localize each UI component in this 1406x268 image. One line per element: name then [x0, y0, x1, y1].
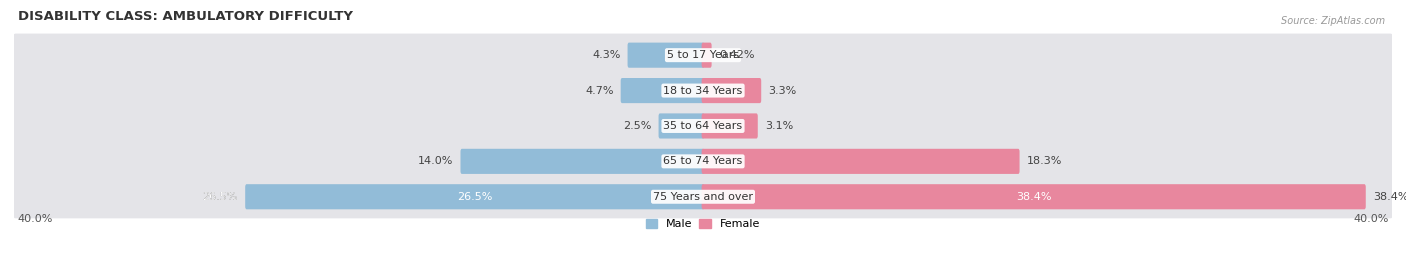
Text: 38.4%: 38.4% [1017, 192, 1052, 202]
Text: 38.4%: 38.4% [1374, 192, 1406, 202]
Text: 4.3%: 4.3% [592, 50, 620, 60]
Text: 14.0%: 14.0% [418, 156, 453, 166]
Text: 3.3%: 3.3% [769, 85, 797, 96]
Text: 35 to 64 Years: 35 to 64 Years [664, 121, 742, 131]
FancyBboxPatch shape [702, 43, 711, 68]
FancyBboxPatch shape [11, 69, 1395, 112]
FancyBboxPatch shape [11, 140, 1395, 183]
Text: DISABILITY CLASS: AMBULATORY DIFFICULTY: DISABILITY CLASS: AMBULATORY DIFFICULTY [17, 10, 353, 23]
Text: 26.5%: 26.5% [202, 192, 238, 202]
FancyBboxPatch shape [627, 43, 704, 68]
FancyBboxPatch shape [658, 113, 704, 139]
Text: 5 to 17 Years: 5 to 17 Years [666, 50, 740, 60]
FancyBboxPatch shape [461, 149, 704, 174]
FancyBboxPatch shape [702, 149, 1019, 174]
Text: 40.0%: 40.0% [17, 214, 53, 224]
FancyBboxPatch shape [11, 175, 1395, 218]
Text: 26.5%: 26.5% [202, 192, 238, 202]
FancyBboxPatch shape [11, 34, 1395, 77]
FancyBboxPatch shape [702, 78, 761, 103]
Text: 18 to 34 Years: 18 to 34 Years [664, 85, 742, 96]
Text: 3.1%: 3.1% [765, 121, 793, 131]
Text: 26.5%: 26.5% [457, 192, 492, 202]
Text: 4.7%: 4.7% [585, 85, 613, 96]
Text: 0.42%: 0.42% [718, 50, 755, 60]
Text: Source: ZipAtlas.com: Source: ZipAtlas.com [1281, 16, 1385, 26]
FancyBboxPatch shape [11, 104, 1395, 148]
Text: 65 to 74 Years: 65 to 74 Years [664, 156, 742, 166]
Text: 18.3%: 18.3% [1026, 156, 1062, 166]
Text: 75 Years and over: 75 Years and over [652, 192, 754, 202]
Text: 2.5%: 2.5% [623, 121, 651, 131]
Legend: Male, Female: Male, Female [647, 219, 759, 229]
FancyBboxPatch shape [245, 184, 704, 209]
FancyBboxPatch shape [702, 113, 758, 139]
Text: 40.0%: 40.0% [1353, 214, 1389, 224]
FancyBboxPatch shape [620, 78, 704, 103]
FancyBboxPatch shape [702, 184, 1365, 209]
